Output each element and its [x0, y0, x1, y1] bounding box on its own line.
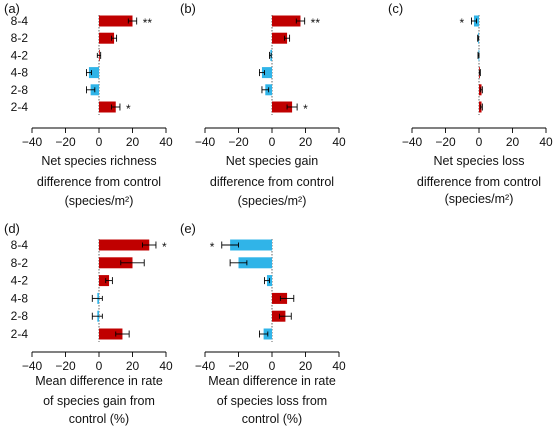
- x-axis-title-line: difference from control: [37, 175, 161, 189]
- x-tick-label: −20: [55, 135, 76, 149]
- category-label: 4-2: [11, 48, 29, 62]
- x-axis-title-line: control (%): [242, 412, 302, 426]
- category-label: 8-4: [11, 238, 29, 252]
- x-tick-label: 40: [159, 359, 173, 373]
- x-tick-label: 0: [269, 359, 276, 373]
- panel-tag: (a): [4, 1, 20, 16]
- x-tick-label: −40: [195, 359, 216, 373]
- panel-tag: (b): [180, 1, 196, 16]
- x-tick-label: −20: [55, 359, 76, 373]
- x-tick-label: 20: [299, 135, 313, 149]
- x-tick-label: 40: [159, 135, 173, 149]
- bar: [99, 257, 133, 269]
- significance-marker: **: [311, 16, 321, 30]
- x-tick-label: −40: [195, 135, 216, 149]
- x-tick-label: 20: [506, 135, 520, 149]
- x-tick-label: −40: [22, 359, 43, 373]
- bar: [272, 292, 288, 304]
- panel-tag: (e): [180, 221, 196, 236]
- x-tick-label: 40: [332, 135, 346, 149]
- x-tick-label: −20: [228, 359, 249, 373]
- x-tick-label: 0: [269, 135, 276, 149]
- bar: [99, 275, 110, 287]
- x-axis-title-line: difference from control: [417, 175, 541, 189]
- x-tick-label: 20: [126, 359, 140, 373]
- x-axis-title-line: (species/m²): [65, 194, 134, 208]
- bar: [272, 101, 293, 113]
- bar: [272, 32, 288, 44]
- category-label: 2-8: [11, 309, 29, 323]
- bar: [99, 15, 133, 27]
- significance-marker: *: [162, 240, 167, 254]
- x-axis-title-line: of species loss from: [217, 394, 327, 408]
- x-tick-label: 0: [96, 135, 103, 149]
- x-axis-title-line: difference from control: [210, 175, 334, 189]
- x-axis-title-line: Net species gain: [226, 154, 318, 168]
- category-label: 4-8: [11, 66, 29, 80]
- x-axis-title-line: (species/m²): [238, 194, 307, 208]
- x-tick-label: 0: [476, 135, 483, 149]
- significance-marker: *: [303, 102, 308, 116]
- bar: [261, 67, 272, 79]
- category-label: 8-4: [11, 14, 29, 28]
- bar: [99, 239, 150, 251]
- panel-tag: (c): [388, 1, 403, 16]
- category-label: 8-2: [11, 31, 29, 45]
- bar: [99, 328, 123, 340]
- x-axis-title-line: Net species richness: [41, 154, 156, 168]
- x-axis-title-line: Net species loss: [433, 154, 524, 168]
- panel-tag: (d): [4, 221, 20, 236]
- x-axis-title-line: Mean difference in rate: [208, 374, 336, 388]
- category-label: 2-8: [11, 83, 29, 97]
- bar: [99, 32, 115, 44]
- x-tick-label: 0: [96, 359, 103, 373]
- category-label: 2-4: [11, 100, 29, 114]
- category-label: 8-2: [11, 256, 29, 270]
- category-label: 4-2: [11, 274, 29, 288]
- category-label: 2-4: [11, 327, 29, 341]
- x-tick-label: 40: [539, 135, 553, 149]
- significance-marker: **: [143, 16, 153, 30]
- bar: [272, 15, 301, 27]
- x-axis-title-line: (species/m²): [445, 192, 514, 206]
- x-tick-label: 20: [299, 359, 313, 373]
- x-tick-label: −40: [22, 135, 43, 149]
- bar: [99, 101, 116, 113]
- bar: [88, 67, 99, 79]
- bar: [238, 257, 272, 269]
- x-tick-label: −20: [228, 135, 249, 149]
- panel-c: (c) * −40 −20 0 20 40 Net species loss differenc…: [388, 1, 553, 206]
- x-tick-label: −40: [402, 135, 423, 149]
- significance-marker: *: [126, 102, 131, 116]
- bar: [272, 310, 286, 322]
- category-label: 4-8: [11, 291, 29, 305]
- x-axis-title-line: Mean difference in rate: [35, 374, 163, 388]
- significance-marker: *: [210, 240, 215, 254]
- x-axis-title-line: of species gain from: [43, 394, 155, 408]
- x-tick-label: 40: [332, 359, 346, 373]
- x-tick-label: −20: [435, 135, 456, 149]
- bar: [230, 239, 272, 251]
- x-axis-title-line: control (%): [69, 412, 129, 426]
- x-tick-label: 20: [126, 135, 140, 149]
- significance-marker: *: [459, 16, 464, 30]
